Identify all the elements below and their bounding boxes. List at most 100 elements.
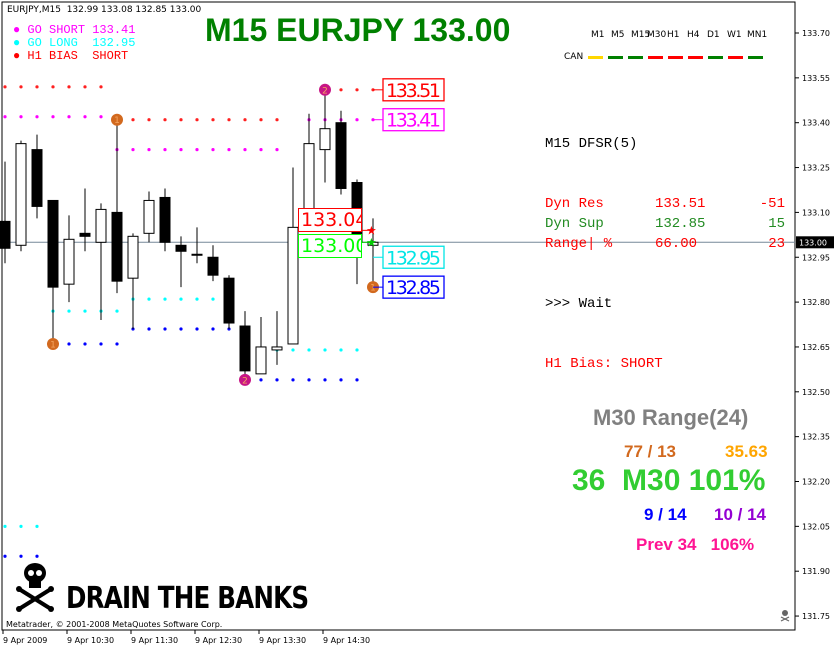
y-tick-label: 132.20 bbox=[802, 478, 830, 487]
tf-label-d1: D1 bbox=[707, 30, 720, 40]
level-dot bbox=[227, 148, 231, 152]
y-tick-label: 132.35 bbox=[802, 433, 830, 442]
dot-levels bbox=[3, 85, 375, 558]
level-dot bbox=[19, 115, 23, 119]
bear-candle-body bbox=[159, 196, 171, 243]
signal-marker-icon bbox=[47, 337, 59, 350]
level-dot bbox=[259, 378, 263, 382]
star-icon: ★ bbox=[366, 235, 377, 249]
level-dot bbox=[83, 342, 87, 346]
level-dot bbox=[51, 85, 55, 89]
level-dot bbox=[163, 297, 167, 301]
level-dot bbox=[179, 327, 183, 331]
level-dot bbox=[259, 118, 263, 122]
candle bbox=[271, 311, 283, 365]
current-price-label: 133.00 bbox=[799, 238, 827, 247]
y-tick-label: 133.25 bbox=[802, 164, 830, 173]
tf-label-h1: H1 bbox=[667, 30, 680, 40]
bear-candle-body bbox=[31, 149, 43, 207]
level-dot bbox=[211, 118, 215, 122]
level-dot bbox=[243, 148, 247, 152]
level-dot bbox=[147, 297, 151, 301]
candle bbox=[191, 227, 203, 264]
candle bbox=[127, 233, 139, 330]
level-label: 133.41 bbox=[386, 110, 441, 132]
level-dot bbox=[307, 348, 311, 352]
level-dot bbox=[163, 148, 167, 152]
marker-label: 1 bbox=[50, 340, 56, 350]
y-tick-label: 133.40 bbox=[802, 119, 830, 128]
copyright: Metatrader, © 2001-2008 MetaQuotes Softw… bbox=[6, 620, 223, 629]
dfsr-label: Dyn Sup bbox=[545, 216, 604, 232]
candle bbox=[223, 275, 235, 330]
tf-label-mn1: MN1 bbox=[747, 30, 768, 40]
level-dot bbox=[323, 378, 327, 382]
level-dot bbox=[211, 297, 215, 301]
level-dot bbox=[35, 554, 39, 558]
range-ratio: 77 / 13 bbox=[624, 442, 676, 461]
candle bbox=[79, 188, 91, 252]
level-dot bbox=[99, 85, 103, 89]
bull-candle-body bbox=[15, 143, 27, 246]
level-dot bbox=[195, 327, 199, 331]
dfsr-action: >>> Wait bbox=[545, 296, 613, 312]
level-dot bbox=[99, 115, 103, 119]
level-label: 132.95 bbox=[386, 247, 441, 269]
tf-label-w1: W1 bbox=[727, 30, 742, 40]
bear-candle-body bbox=[79, 232, 91, 237]
level-dot bbox=[131, 118, 135, 122]
range-big: 36 M30 101% bbox=[572, 464, 766, 497]
candle bbox=[111, 119, 123, 294]
level-dot bbox=[275, 148, 279, 152]
level-dot bbox=[339, 88, 343, 92]
level-dot bbox=[323, 348, 327, 352]
y-tick-label: 133.70 bbox=[802, 29, 830, 38]
tf-label-m5: M5 bbox=[611, 30, 625, 40]
x-tick-label: 9 Apr 11:30 bbox=[131, 636, 178, 645]
price-axis[interactable]: 133.70 133.55 133.40 133.25 133.10 132.95 132.… bbox=[795, 29, 834, 621]
dfsr-extra: 15 bbox=[768, 216, 785, 232]
tf-trend-bar bbox=[608, 56, 623, 59]
time-axis[interactable]: 9 Apr 2009 9 Apr 10:30 9 Apr 11:30 9 Apr 12… bbox=[2, 630, 370, 645]
bear-candle-body bbox=[207, 256, 219, 276]
candle bbox=[287, 167, 299, 345]
bullet-icon: ● bbox=[13, 36, 21, 50]
level-dot bbox=[147, 118, 151, 122]
dfsr-row: Dyn Res 133.51 -51 bbox=[545, 194, 785, 214]
level-label: 132.85 bbox=[386, 277, 441, 299]
bull-candle-body bbox=[287, 226, 299, 345]
y-tick-label: 131.90 bbox=[802, 567, 830, 576]
range-count-b: 10 / 14 bbox=[714, 505, 766, 524]
plot-area bbox=[1, 1, 796, 631]
dfsr-value: 133.51 bbox=[655, 196, 706, 212]
y-tick-label: 133.10 bbox=[802, 208, 830, 217]
level-dot bbox=[195, 148, 199, 152]
tf-trend-bar bbox=[588, 56, 603, 59]
level-dot bbox=[147, 148, 151, 152]
chart-title: M15 EURJPY 133.00 bbox=[205, 12, 511, 48]
signal-label: H1 BIAS SHORT bbox=[27, 49, 129, 63]
tf-trend-bar bbox=[628, 56, 643, 59]
level-dot bbox=[35, 85, 39, 89]
level-dot bbox=[291, 348, 295, 352]
y-tick-label: 132.80 bbox=[802, 298, 830, 307]
level-dot bbox=[3, 85, 7, 89]
signal-marker-icon bbox=[111, 113, 123, 126]
range-prev: Prev 34 106% bbox=[636, 535, 755, 554]
level-dot bbox=[67, 309, 71, 313]
skull-small-icon bbox=[780, 610, 790, 622]
candle bbox=[239, 311, 251, 377]
mid-price-label: 133.00 bbox=[298, 234, 362, 258]
level-dot bbox=[275, 118, 279, 122]
bear-candle-body bbox=[0, 220, 11, 249]
candle bbox=[31, 134, 43, 219]
y-tick-label: 133.55 bbox=[802, 74, 830, 83]
candle bbox=[63, 215, 75, 303]
level-dot bbox=[3, 554, 7, 558]
candle bbox=[47, 199, 59, 344]
signal-marker-icon bbox=[319, 83, 331, 96]
mid-price-label: 133.04 bbox=[298, 208, 362, 232]
candle bbox=[175, 236, 187, 288]
bear-candle-body bbox=[111, 211, 123, 282]
bullet-icon: ● bbox=[13, 49, 21, 63]
